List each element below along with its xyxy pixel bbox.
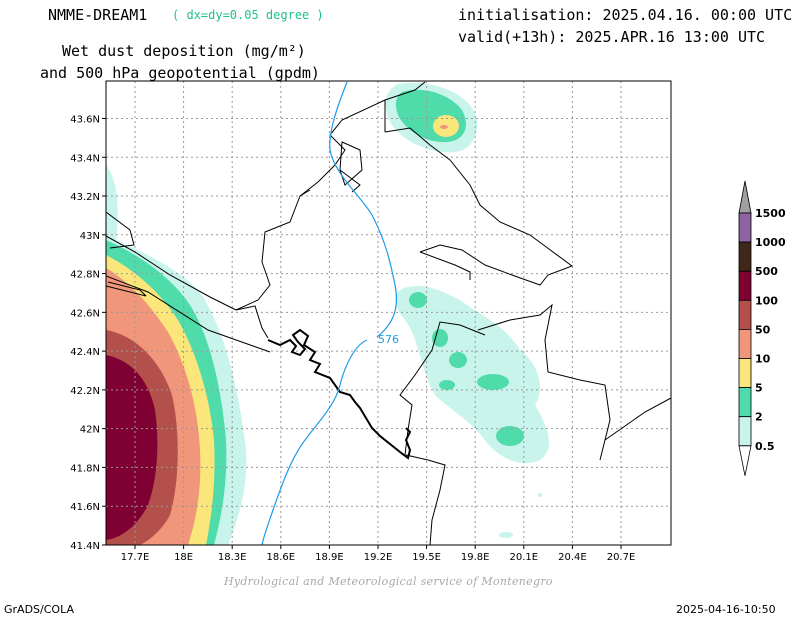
legend-swatch bbox=[738, 212, 752, 243]
legend-swatch bbox=[738, 358, 752, 389]
dust-blob-east-2c bbox=[449, 352, 467, 368]
color-legend: 1500 1000 500 100 50 10 5 2 0.5 bbox=[738, 180, 786, 476]
map-frame bbox=[105, 80, 672, 546]
montenegro-coastline bbox=[267, 328, 412, 460]
lon-tick-label: 18.9E bbox=[315, 552, 344, 563]
lat-tick-label: 42.2N bbox=[70, 386, 100, 397]
lat-tick-label: 41.6N bbox=[70, 502, 100, 513]
lon-tick-label: 19.8E bbox=[461, 552, 490, 563]
legend-swatch bbox=[738, 387, 752, 418]
map-title-line-2: and 500 hPa geopotential (gpdm) bbox=[40, 64, 320, 82]
lat-tick-label: 42.8N bbox=[70, 270, 100, 281]
country-borders bbox=[106, 81, 671, 545]
dust-blob-east-0.5 bbox=[395, 285, 550, 464]
lon-tick-label: 18E bbox=[174, 552, 193, 563]
dust-blob-east-2a bbox=[409, 292, 427, 308]
lat-tick-label: 43.4N bbox=[70, 153, 100, 164]
lat-tick-label: 41.8N bbox=[70, 463, 100, 474]
model-resolution: ( dx=dy=0.05 degree ) bbox=[172, 8, 324, 22]
lon-tick-label: 18.6E bbox=[267, 552, 296, 563]
lon-tick-label: 20.7E bbox=[607, 552, 636, 563]
legend-level-label: 0.5 bbox=[755, 440, 775, 453]
legend-level-label: 1000 bbox=[755, 236, 786, 249]
dust-blob-east-0.5c bbox=[538, 493, 542, 497]
dust-blob-east-2b bbox=[432, 329, 448, 347]
latitude-labels: 43.6N 43.4N 43.2N 43N 42.8N 42.6N 42.4N 42.2N 42… bbox=[70, 115, 100, 552]
legend-swatch bbox=[738, 299, 752, 330]
legend-bottom-arrow bbox=[738, 445, 752, 476]
lat-tick-label: 41.4N bbox=[70, 541, 100, 552]
software-label: GrADS/COLA bbox=[4, 603, 74, 616]
dust-field bbox=[106, 82, 550, 545]
initialisation-time: initialisation: 2025.04.16. 00:00 UTC bbox=[458, 6, 793, 24]
legend-level-label: 500 bbox=[755, 265, 778, 278]
lon-tick-label: 19.5E bbox=[412, 552, 441, 563]
legend-level-label: 10 bbox=[755, 353, 771, 366]
legend-level-label: 50 bbox=[755, 323, 771, 336]
lon-tick-label: 18.3E bbox=[218, 552, 247, 563]
lat-tick-label: 42.4N bbox=[70, 347, 100, 358]
lat-tick-label: 43.6N bbox=[70, 115, 100, 126]
legend-level-label: 1500 bbox=[755, 207, 786, 220]
lat-tick-label: 42N bbox=[80, 425, 100, 436]
credit-text: Hydrological and Meteorological service … bbox=[224, 575, 553, 588]
contour-label: 576 bbox=[378, 333, 399, 346]
legend-swatch bbox=[738, 416, 752, 447]
legend-level-label: 2 bbox=[755, 411, 763, 424]
legend-top-arrow bbox=[738, 180, 752, 214]
dust-level-100 bbox=[106, 355, 158, 540]
dust-blob-east-2f bbox=[496, 426, 524, 446]
lon-tick-label: 17.7E bbox=[121, 552, 150, 563]
legend-swatch bbox=[738, 328, 752, 359]
lon-tick-label: 20.4E bbox=[558, 552, 587, 563]
legend-level-label: 100 bbox=[755, 294, 778, 307]
valid-time: valid(+13h): 2025.APR.16 13:00 UTC bbox=[458, 28, 766, 46]
render-timestamp: 2025-04-16-10:50 bbox=[676, 603, 776, 616]
lon-tick-label: 19.2E bbox=[364, 552, 393, 563]
legend-swatch bbox=[738, 270, 752, 301]
dust-blob-east-0.5b bbox=[499, 532, 513, 538]
legend-swatch bbox=[738, 241, 752, 272]
legend-level-label: 5 bbox=[755, 382, 763, 395]
lat-lon-grid bbox=[102, 81, 671, 549]
map-title-line-1: Wet dust deposition (mg/m²) bbox=[62, 42, 306, 60]
longitude-labels: 17.7E 18E 18.3E 18.6E 18.9E 19.2E 19.5E 19.8E 20… bbox=[121, 552, 636, 563]
dust-blob-north-10 bbox=[440, 125, 448, 129]
lat-tick-label: 43N bbox=[80, 231, 100, 242]
lon-tick-label: 20.1E bbox=[510, 552, 539, 563]
lat-tick-label: 43.2N bbox=[70, 192, 100, 203]
lat-tick-label: 42.6N bbox=[70, 308, 100, 319]
dust-blob-east-2e bbox=[477, 374, 509, 390]
model-name: NMME-DREAM1 bbox=[48, 6, 148, 24]
dust-blob-east-2d bbox=[439, 380, 455, 390]
geopotential-contour: 576 bbox=[261, 81, 399, 545]
